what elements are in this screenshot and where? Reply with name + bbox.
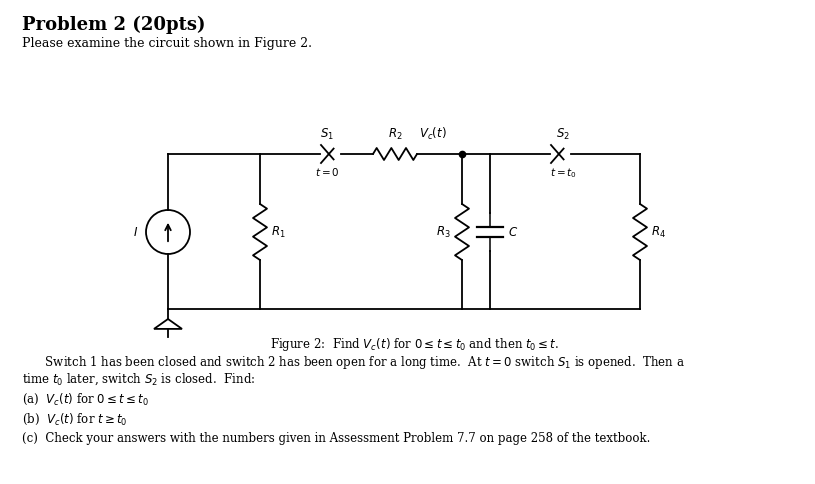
Text: $R_4$: $R_4$ [651,225,666,240]
Text: Please examine the circuit shown in Figure 2.: Please examine the circuit shown in Figu… [22,37,312,50]
Text: $R_1$: $R_1$ [271,225,285,240]
Text: (a)  $V_c(t)$ for $0 \leq t \leq t_0$: (a) $V_c(t)$ for $0 \leq t \leq t_0$ [22,392,149,407]
Text: time $t_0$ later, switch $S_2$ is closed.  Find:: time $t_0$ later, switch $S_2$ is closed… [22,372,255,388]
Text: $t = 0$: $t = 0$ [315,166,339,178]
Text: $S_2$: $S_2$ [556,127,570,142]
Text: Problem 2 (20pts): Problem 2 (20pts) [22,16,205,34]
Text: $S_1$: $S_1$ [320,127,334,142]
Text: Figure 2:  Find $V_c(t)$ for $0 \leq t \leq t_0$ and then $t_0 \leq t$.: Figure 2: Find $V_c(t)$ for $0 \leq t \l… [271,336,560,353]
Text: $C$: $C$ [508,226,518,239]
Text: Switch 1 has been closed and switch 2 has been open for a long time.  At $t = 0$: Switch 1 has been closed and switch 2 ha… [30,354,685,371]
Text: $t = t_0$: $t = t_0$ [549,166,576,180]
Text: $R_3$: $R_3$ [436,225,451,240]
Text: $I$: $I$ [133,226,138,239]
Text: (c)  Check your answers with the numbers given in Assessment Problem 7.7 on page: (c) Check your answers with the numbers … [22,432,650,445]
Text: $V_c(t)$: $V_c(t)$ [419,126,447,142]
Text: (b)  $V_c(t)$ for $t \geq t_0$: (b) $V_c(t)$ for $t \geq t_0$ [22,412,128,427]
Text: $R_2$: $R_2$ [388,127,403,142]
